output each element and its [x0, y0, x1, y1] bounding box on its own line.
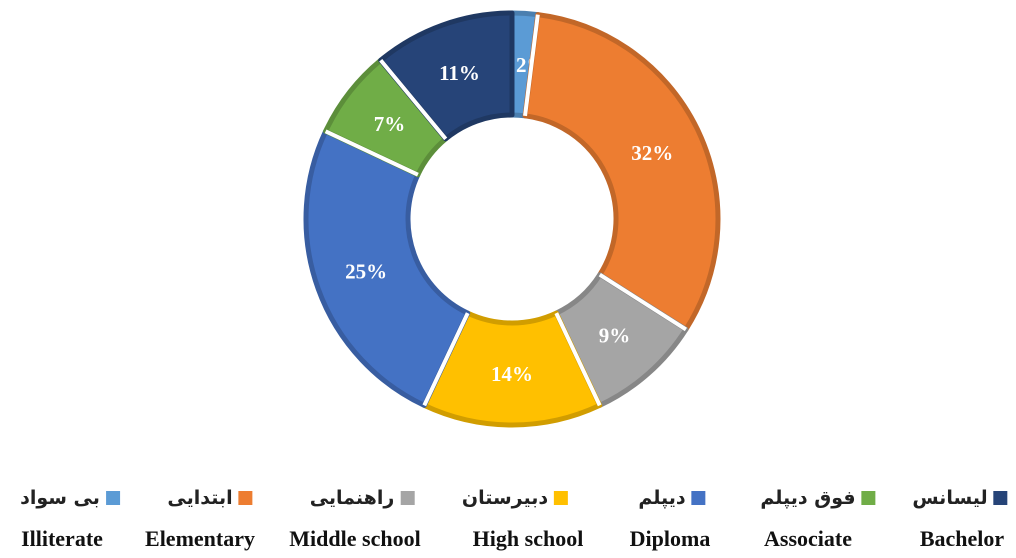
legend-swatch [554, 491, 569, 505]
legend-item: فوق دیپلم [760, 478, 876, 518]
slice-separator [554, 312, 602, 407]
data-label-middle-school: 9% [599, 323, 631, 347]
legend-swatch [238, 491, 253, 505]
data-label-bachelor: 11% [439, 61, 480, 85]
legend-item: دیپلم [638, 478, 706, 518]
data-label-high-school: 14% [491, 362, 533, 386]
category-label-english: Middle school [289, 526, 421, 551]
legend-swatch [691, 491, 706, 505]
legend-swatch [400, 491, 415, 505]
legend-label: فوق دیپلم [760, 487, 856, 509]
slice-separator [598, 273, 688, 332]
legend-label: بی سواد [20, 487, 100, 509]
category-label-english: Associate [764, 526, 852, 551]
slice-separator [379, 58, 448, 141]
data-label-diploma: 25% [345, 260, 387, 284]
slice-separator [523, 14, 540, 117]
legend-item: ابتدایی [167, 478, 253, 518]
category-label-english: Bachelor [919, 526, 1005, 551]
donut-chart: 2%32%9%14%25%7%11% [303, 10, 721, 428]
donut-slice-elementary [522, 12, 721, 332]
donut-slice-bachelor [378, 10, 515, 142]
english-category-labels: Illiterate Elementary Middle school High sc… [0, 526, 1016, 558]
chart-legend: بی سواد ابتدایی راهنمایی دبیرستان دیپلم فوق د… [0, 478, 1016, 518]
legend-label: دبیرستان [461, 487, 549, 509]
data-label-associate: 7% [374, 112, 406, 136]
slice-separator [422, 312, 470, 407]
legend-label: لیسانس [912, 487, 988, 509]
legend-label: راهنمایی [309, 487, 395, 509]
legend-item: بی سواد [20, 478, 120, 518]
category-label-english: Elementary [145, 526, 255, 551]
legend-label: دیپلم [638, 487, 686, 509]
data-label-elementary: 32% [631, 141, 673, 165]
legend-swatch [105, 491, 120, 505]
legend-item: لیسانس [912, 478, 1008, 518]
legend-item: دبیرستان [461, 478, 569, 518]
donut-slice-high-school [421, 310, 603, 428]
legend-swatch [861, 491, 876, 505]
category-label-english: High school [472, 526, 584, 551]
legend-item: راهنمایی [310, 478, 415, 518]
slice-separator [324, 129, 419, 177]
category-label-english: Diploma [629, 526, 711, 551]
donut-slice-diploma [303, 128, 471, 408]
legend-swatch [993, 491, 1008, 505]
legend-label: ابتدایی [167, 487, 233, 509]
category-label-english: Illiterate [21, 526, 103, 551]
